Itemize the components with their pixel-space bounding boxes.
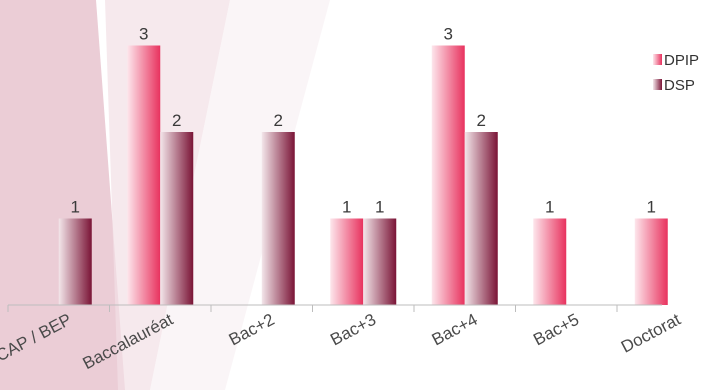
- x-axis-ticks: [7, 305, 618, 312]
- background-band-dark: [0, 0, 125, 390]
- category-label-bac-4: Bac+4: [429, 310, 481, 350]
- category-label-bac-5: Bac+5: [530, 310, 582, 350]
- legend: DPIP DSP: [653, 52, 699, 94]
- bar-dpip-bac-4: [431, 45, 465, 305]
- bar-dsp-bac-4: [464, 132, 498, 305]
- value-label-dpip-bac-3: 1: [342, 198, 351, 217]
- background-band-faint: [150, 0, 330, 390]
- bar-dpip-baccalaureat: [127, 45, 161, 305]
- bar-dsp-baccalaureat: [160, 132, 194, 305]
- value-labels-layer: 1 3 2 2 1 1 3 2 1 1: [71, 25, 656, 217]
- bar-dsp-bac-2: [261, 132, 295, 305]
- value-label-dsp-bac-3: 1: [375, 198, 384, 217]
- bar-dsp-bac-3: [363, 218, 397, 305]
- value-label-dsp-baccalaureat: 2: [172, 111, 181, 130]
- category-label-bac-3: Bac+3: [327, 310, 379, 350]
- bar-dsp-cap-bep: [58, 218, 92, 305]
- value-label-dpip-doctorat: 1: [647, 198, 656, 217]
- value-label-dsp-cap-bep: 1: [71, 198, 80, 217]
- bar-dpip-doctorat: [634, 218, 668, 305]
- bar-dpip-bac-5: [533, 218, 567, 305]
- value-label-dsp-bac-2: 2: [274, 111, 283, 130]
- value-label-dpip-baccalaureat: 3: [139, 25, 148, 44]
- value-label-dpip-bac-5: 1: [545, 198, 554, 217]
- value-label-dsp-bac-4: 2: [477, 111, 486, 130]
- bars-layer: [58, 45, 668, 305]
- bar-dpip-bac-3: [330, 218, 364, 305]
- legend-swatch-dpip: [653, 54, 662, 65]
- legend-swatch-dsp: [653, 79, 662, 90]
- category-label-doctorat: Doctorat: [618, 310, 684, 357]
- legend-label-dsp: DSP: [664, 77, 695, 94]
- legend-label-dpip: DPIP: [664, 52, 699, 69]
- value-label-dpip-bac-4: 3: [444, 25, 453, 44]
